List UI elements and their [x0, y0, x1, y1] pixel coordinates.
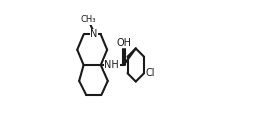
Text: Cl: Cl — [145, 68, 154, 78]
Text: OH: OH — [116, 38, 131, 48]
Text: N: N — [90, 30, 97, 40]
Text: NH: NH — [104, 60, 119, 70]
Text: CH₃: CH₃ — [80, 15, 96, 24]
